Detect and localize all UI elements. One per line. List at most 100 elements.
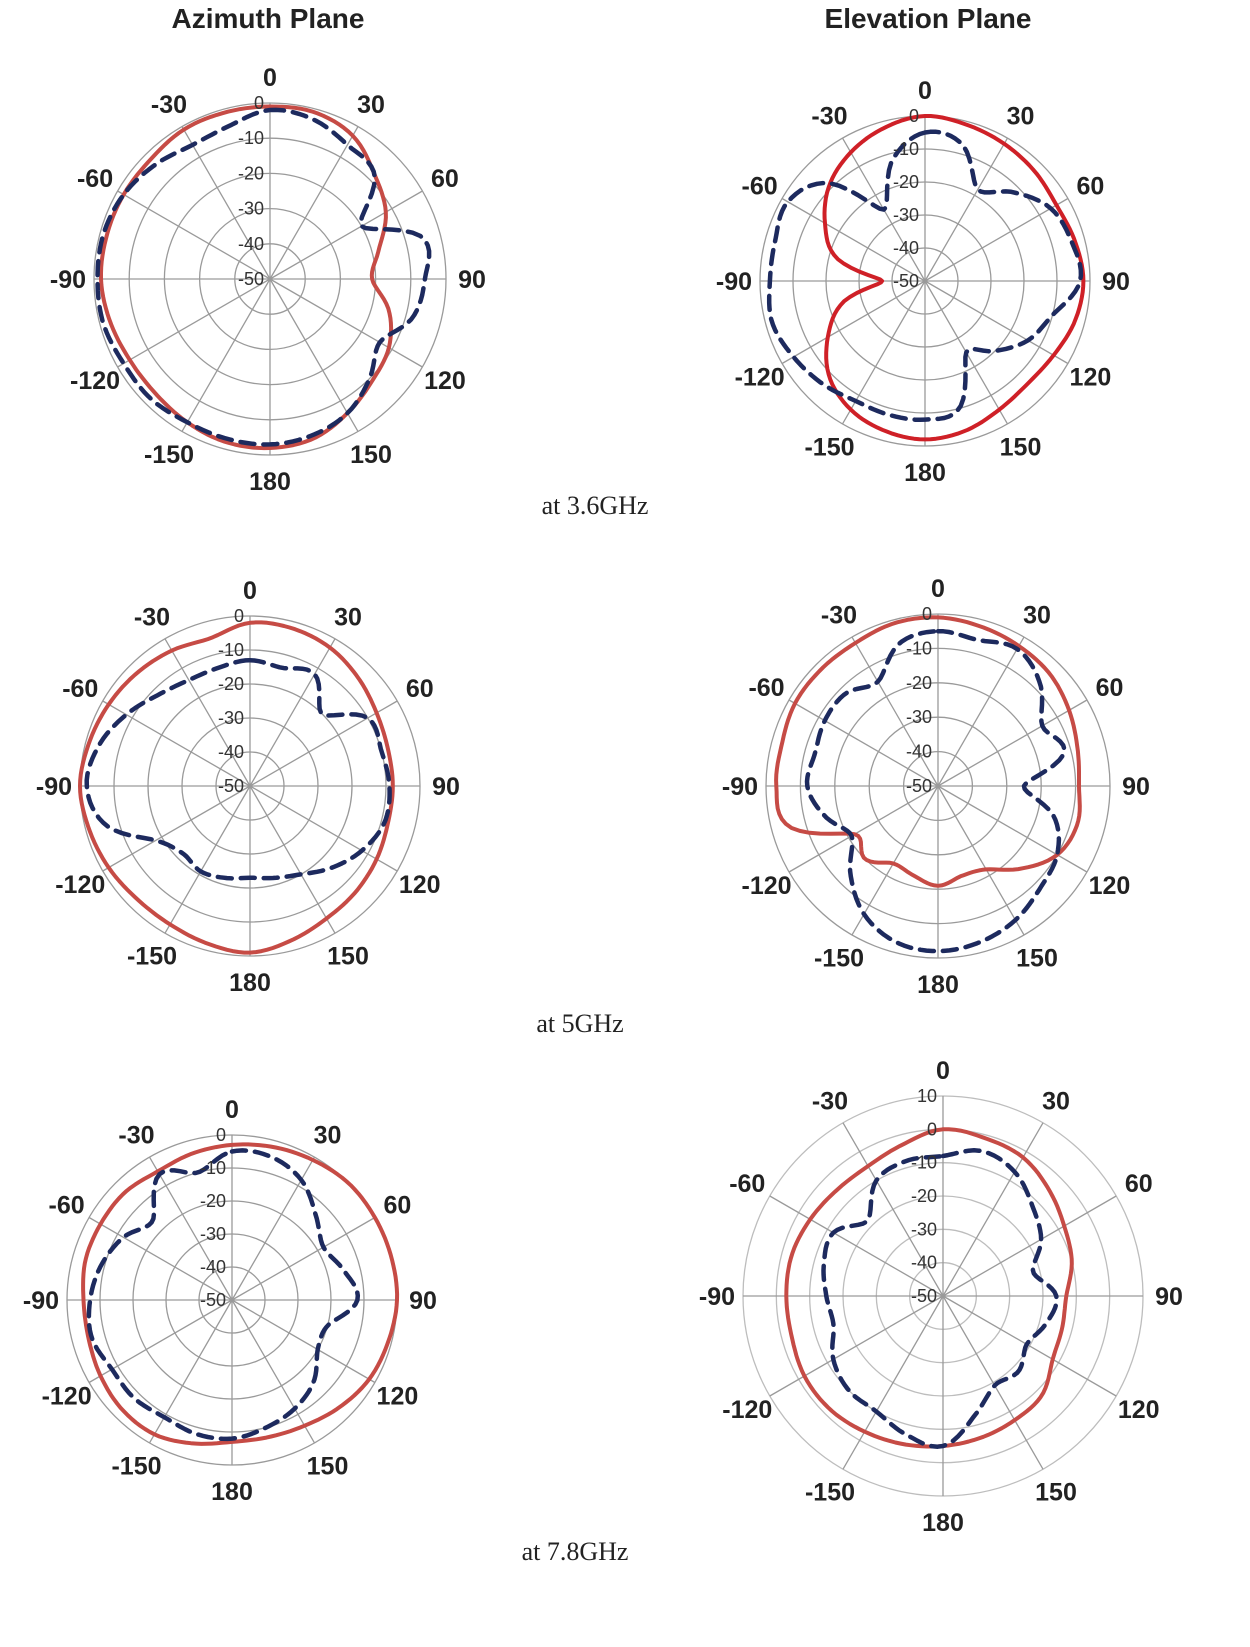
angle-tick-label: -90	[716, 268, 752, 296]
grid-spoke	[249, 700, 398, 787]
radial-tick-label: -30	[200, 1224, 226, 1244]
radial-tick-label: -40	[893, 238, 919, 258]
radial-tick-label: 0	[254, 93, 264, 113]
angle-tick-label: -60	[742, 173, 778, 201]
grid-spoke	[164, 638, 251, 787]
angle-tick-label: -30	[821, 602, 857, 630]
radial-tick-label: -20	[911, 1186, 937, 1206]
angle-tick-label: -90	[23, 1287, 59, 1315]
radial-tick-label: 0	[927, 1119, 937, 1139]
angle-tick-label: 180	[904, 459, 946, 487]
grid-spoke	[148, 1299, 233, 1444]
angle-tick-label: 0	[936, 1057, 950, 1085]
grid-spoke	[102, 700, 251, 787]
angle-tick-label: -120	[70, 367, 120, 395]
dashed-pattern-curve	[766, 129, 1084, 423]
solid-pattern-curve	[774, 615, 1082, 888]
grid-spoke	[769, 1195, 944, 1297]
radial-tick-label: -40	[238, 234, 264, 254]
angle-tick-label: -30	[118, 1122, 154, 1150]
angle-tick-label: 90	[1102, 268, 1130, 296]
radial-tick-label: 0	[909, 106, 919, 126]
radial-tick-label: 0	[234, 606, 244, 626]
radial-tick-label: 10	[917, 1086, 937, 1106]
angle-tick-label: 150	[307, 1452, 349, 1480]
radial-tick-label: -10	[200, 1158, 226, 1178]
angle-tick-label: -90	[699, 1283, 735, 1311]
angle-tick-label: 30	[1023, 602, 1051, 630]
angle-tick-label: 120	[1070, 364, 1112, 392]
radial-tick-label: -10	[238, 128, 264, 148]
angle-tick-label: -60	[49, 1192, 85, 1220]
polar-plot-4: 0 -10 -20 -30 -40 -50 0 30 60 90 120 150 180 -150 -120…	[722, 575, 1150, 999]
angle-tick-label: 90	[432, 773, 460, 801]
angle-tick-label: -150	[127, 943, 177, 971]
angle-tick-label: 0	[263, 64, 277, 92]
angle-tick-label: -150	[144, 441, 194, 469]
grid-spoke	[942, 1195, 1117, 1297]
angle-tick-label: -120	[55, 871, 105, 899]
grid-spoke	[851, 785, 939, 936]
angle-tick-label: 150	[350, 441, 392, 469]
angle-tick-label: 180	[922, 1509, 964, 1537]
angle-tick-label: 90	[458, 266, 486, 294]
radial-tick-label: -30	[906, 707, 932, 727]
dashed-pattern-curve	[86, 1148, 361, 1442]
radial-tick-label: -50	[893, 271, 919, 291]
caption-5ghz: at 5GHz	[536, 1009, 623, 1038]
radial-tick-label: 0	[922, 604, 932, 624]
angle-tick-label: 150	[327, 943, 369, 971]
angle-tick-label: -30	[811, 103, 847, 131]
radial-tick-label: -20	[906, 673, 932, 693]
grid-spoke	[181, 278, 271, 432]
grid-spoke	[851, 636, 939, 787]
grid-spoke	[181, 126, 271, 280]
angle-tick-label: -90	[722, 773, 758, 801]
grid-spoke	[117, 190, 271, 280]
solid-pattern-curve	[99, 104, 394, 451]
grid-spoke	[942, 1295, 1117, 1397]
angle-tick-label: -90	[50, 266, 86, 294]
angle-tick-label: -150	[805, 1479, 855, 1507]
angle-tick-label: 60	[431, 165, 459, 193]
radial-tick-label: -30	[893, 205, 919, 225]
grid-spoke	[924, 280, 1069, 365]
angle-tick-label: 120	[377, 1383, 419, 1411]
grid-spoke	[924, 197, 1069, 282]
radial-tick-label: -50	[218, 776, 244, 796]
angle-tick-label: -30	[151, 91, 187, 119]
angle-tick-label: -60	[748, 674, 784, 702]
angle-tick-label: 90	[409, 1287, 437, 1315]
grid-spoke	[231, 1299, 316, 1444]
angle-tick-label: -60	[77, 165, 113, 193]
angle-tick-label: -150	[111, 1452, 161, 1480]
angle-tick-label: 180	[229, 969, 271, 997]
grid-spoke	[88, 1216, 233, 1301]
grid-spoke	[937, 636, 1025, 787]
radial-tick-label: -20	[893, 172, 919, 192]
radial-tick-label: -10	[218, 640, 244, 660]
dashed-pattern-curve	[804, 628, 1067, 954]
grid-spoke	[269, 190, 423, 280]
angle-tick-label: -30	[134, 603, 170, 631]
polar-plot-2: 0 -10 -20 -30 -40 -50 0 30 60 90 120 150 180 -150 -120…	[716, 77, 1130, 487]
polar-plot-1: 0 -10 -20 -30 -40 -50 0 30 60 90 120 150 180 -150 -120…	[50, 64, 486, 496]
angle-tick-label: 60	[1096, 674, 1124, 702]
dashed-pattern-curve	[95, 107, 432, 447]
grid-spoke	[249, 785, 336, 934]
radial-tick-label: -50	[200, 1290, 226, 1310]
angle-tick-label: -120	[722, 1396, 772, 1424]
radial-tick-label: -50	[906, 776, 932, 796]
angle-tick-label: 180	[211, 1478, 253, 1506]
angle-tick-label: 0	[225, 1096, 239, 1124]
grid-spoke	[842, 1295, 944, 1470]
radial-tick-label: -30	[218, 708, 244, 728]
angle-tick-label: -120	[742, 872, 792, 900]
angle-tick-label: 30	[314, 1122, 342, 1150]
angle-tick-label: -60	[62, 675, 98, 703]
angle-tick-label: -150	[804, 433, 854, 461]
angle-tick-label: -30	[812, 1087, 848, 1115]
radial-tick-label: 0	[216, 1125, 226, 1145]
polar-plot-5: 0 -10 -20 -30 -40 -50 0 30 60 90 120 150 180 -150 -120…	[23, 1096, 437, 1506]
